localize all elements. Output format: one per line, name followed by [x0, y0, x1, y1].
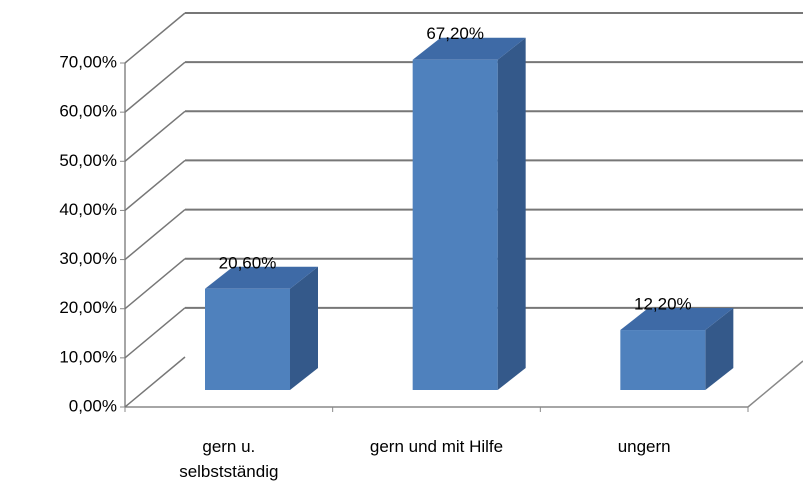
- y-tick-label: 10,00%: [59, 347, 117, 366]
- value-label: 20,60%: [219, 253, 277, 272]
- grid-line-side: [124, 258, 186, 310]
- y-tick-label: 70,00%: [59, 52, 117, 71]
- x-tick-label: gern und mit Hilfe: [369, 437, 504, 456]
- x-tick-label: ungern: [617, 437, 671, 456]
- bar-top: [205, 266, 318, 289]
- grid-line-side: [124, 61, 186, 113]
- y-tick-label: 50,00%: [59, 151, 117, 170]
- value-label: 12,20%: [634, 295, 692, 314]
- y-tick-label: 40,00%: [59, 200, 117, 219]
- y-tick-label: 60,00%: [59, 102, 117, 121]
- bar-top: [620, 308, 734, 331]
- bar-side: [290, 266, 318, 390]
- grid-line-side: [124, 208, 186, 261]
- grid-line-side: [124, 110, 186, 162]
- bar: [205, 288, 290, 390]
- y-tick-label: 0,00%: [69, 396, 117, 415]
- y-tick-label: 30,00%: [59, 249, 117, 268]
- y-tick-label: 20,00%: [59, 298, 117, 317]
- grid-line-side: [124, 356, 186, 408]
- x-tick-label: gern u. selbstständig: [179, 437, 279, 481]
- grid-line-side: [124, 307, 186, 359]
- bar-side: [705, 308, 734, 390]
- grid-line-side: [124, 159, 186, 212]
- grid-line-side: [124, 12, 186, 64]
- value-label: 67,20%: [426, 24, 484, 43]
- bar-side: [497, 37, 526, 390]
- bar-top: [412, 37, 526, 60]
- bar: [412, 59, 498, 390]
- bar: [620, 330, 706, 390]
